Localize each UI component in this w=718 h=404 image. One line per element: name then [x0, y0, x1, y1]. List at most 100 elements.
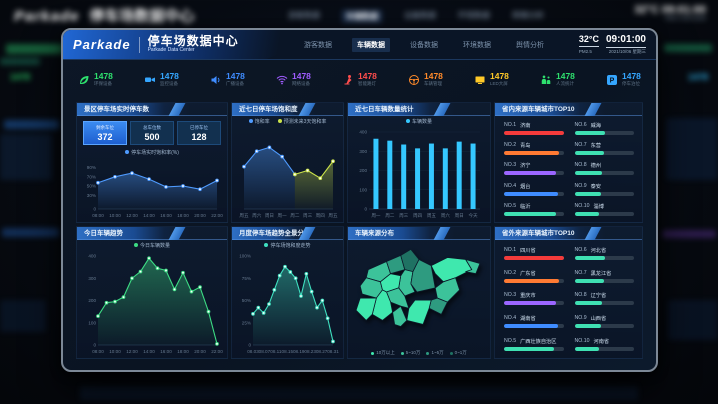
main-nav: 游客数据 车辆数据 设备数据 环境数据 舆情分析	[299, 30, 549, 59]
nav-item-舆情分析[interactable]: 舆情分析	[516, 41, 544, 49]
chart-legend: 停车场实时饱和率(%)	[77, 147, 227, 157]
svg-text:周四: 周四	[413, 213, 423, 219]
svg-text:08.19: 08.19	[293, 349, 305, 354]
legend-item: 今日车辆数量	[133, 242, 170, 249]
top10-bar-track	[504, 171, 564, 176]
svg-text:25%: 25%	[242, 320, 251, 325]
top10-name: 河北省	[590, 247, 607, 254]
clock-widget: 32°C 09:01:00 PM2.5 2021/10/06 星期三	[578, 34, 646, 55]
people-icon	[540, 74, 552, 86]
top10-item-河南省: NO.10 河南省	[574, 333, 635, 356]
top10-bar-fill	[574, 191, 601, 196]
top10-item-head: NO.3 济宁	[504, 162, 564, 169]
svg-text:今天: 今天	[468, 212, 478, 219]
kpi-texts: 1478 智能路灯	[358, 70, 377, 87]
kpi-value: 1478	[424, 70, 443, 81]
top10-rank: NO.9	[574, 315, 587, 322]
svg-text:16:00: 16:00	[160, 349, 172, 354]
top10-name: 青岛	[520, 143, 531, 150]
top10-bar-fill	[574, 278, 605, 283]
top10-item-head: NO.8 德州	[575, 162, 635, 169]
top10-item-head: NO.10 河南省	[575, 338, 635, 345]
legend-label: 0~1万	[454, 350, 467, 355]
lamp-icon	[342, 74, 354, 86]
svg-text:周三: 周三	[303, 213, 313, 219]
nav-item-设备数据[interactable]: 设备数据	[410, 41, 438, 49]
kpi-texts: 1478 环保设备	[94, 71, 113, 87]
svg-text:周日: 周日	[455, 213, 464, 219]
top10-name: 湖南省	[520, 316, 536, 323]
background-nav-item: 设备数据	[404, 11, 436, 20]
card-title: 景区停车场实时停车数	[77, 103, 227, 116]
background-title: 停车场数据中心	[89, 8, 195, 25]
top10-bar-fill	[574, 171, 602, 176]
card-title: 近七日停车场饱和度	[232, 103, 343, 116]
svg-text:90%: 90%	[87, 165, 96, 170]
province-map-svg	[355, 248, 481, 327]
svg-text:300: 300	[359, 149, 367, 154]
nav-item-游客数据[interactable]: 游客数据	[304, 41, 332, 49]
top10-rank: NO.1	[504, 121, 517, 128]
today-trend-chart: 0 100 200 300 400 08:00 10:00 12:00 14:00 16:00 18…	[81, 251, 223, 355]
top10-bar-track	[574, 255, 634, 260]
top10-item-烟台: NO.4 烟台	[504, 179, 564, 199]
legend-dot	[133, 243, 138, 247]
svg-text:20:00: 20:00	[194, 213, 206, 218]
top10-bar-track	[574, 212, 634, 217]
background-nav-item: 车辆数据	[342, 10, 382, 23]
pm25-label: PM2.5	[578, 49, 592, 55]
top10-name: 济宁	[520, 163, 531, 170]
top10-bar-track	[574, 324, 634, 329]
kpi-item-环保设备: 1478 环保设备	[78, 71, 113, 87]
svg-text:08:00: 08:00	[92, 349, 104, 354]
card-title: 今日车辆趋势	[77, 227, 227, 240]
top10-name: 四川省	[520, 247, 536, 254]
svg-text:300: 300	[88, 276, 96, 281]
steering-wheel-icon	[408, 74, 420, 86]
kpi-value: 1478	[622, 70, 641, 81]
nav-item-环境数据[interactable]: 环境数据	[463, 41, 491, 49]
realtime-stats: 剩余车位 372 总车位数 500 已停车位 128	[83, 121, 221, 145]
legend-dot	[371, 351, 375, 355]
nav-item-车辆数据[interactable]: 车辆数据	[352, 37, 390, 52]
top10-bar-fill	[504, 130, 564, 135]
top10-bar-fill	[504, 278, 560, 283]
svg-text:0: 0	[364, 207, 367, 212]
top10-bar-track	[574, 347, 634, 352]
background-blur-shape	[668, 300, 718, 340]
svg-text:周五: 周五	[239, 213, 249, 219]
top10-rank: NO.3	[504, 292, 517, 299]
legend-label: 10万以上	[376, 350, 395, 355]
top10-name: 黑龙江省	[590, 270, 612, 277]
kpi-value: 1478	[556, 70, 575, 81]
kpi-texts: 1478 人流统计	[556, 70, 575, 87]
top10-bar-track	[504, 347, 564, 352]
svg-text:周二: 周二	[290, 213, 300, 219]
background-blur-shape	[2, 228, 60, 237]
top10-item-湖南省: NO.4 湖南省	[504, 310, 564, 333]
top10-bar-track	[504, 212, 564, 217]
top10-name: 东营	[590, 143, 601, 150]
svg-text:周一: 周一	[278, 213, 288, 219]
top10-item-河北省: NO.6 河北省	[574, 242, 634, 265]
svg-text:08.11: 08.11	[270, 349, 282, 354]
top10-name: 广东省	[520, 270, 536, 277]
top10-name: 辽宁省	[590, 293, 607, 300]
legend-item: 5~10万	[400, 350, 420, 356]
card-realtime-parking: 景区停车场实时停车数 剩余车位 372 总车位数 500 已停车位 128 停车场实时饱和…	[76, 102, 228, 223]
chart-legend: 停车场饱和度走势	[232, 240, 343, 250]
svg-text:08.03: 08.03	[247, 349, 259, 354]
svg-text:400: 400	[359, 130, 367, 135]
kpi-label: 智能路灯	[358, 81, 376, 87]
background-blur-shape	[4, 120, 60, 129]
svg-text:200: 200	[88, 298, 96, 303]
kpi-value: 1478	[358, 70, 377, 81]
card-province-top10: 省外来源车辆城市TOP10 NO.1 四川省 NO.2 广东省 NO.3 重庆市 NO.4 湖…	[494, 226, 643, 359]
legend-label: 预测未来3天饱和率	[283, 118, 327, 125]
svg-text:50%: 50%	[87, 184, 96, 189]
svg-text:08.23: 08.23	[304, 349, 316, 354]
kpi-item-停车泊位: P 1478 停车泊位	[606, 70, 641, 87]
top10-rank: NO.8	[574, 162, 587, 169]
top10-name: 威海	[590, 122, 601, 129]
stat-value: 500	[144, 131, 160, 142]
